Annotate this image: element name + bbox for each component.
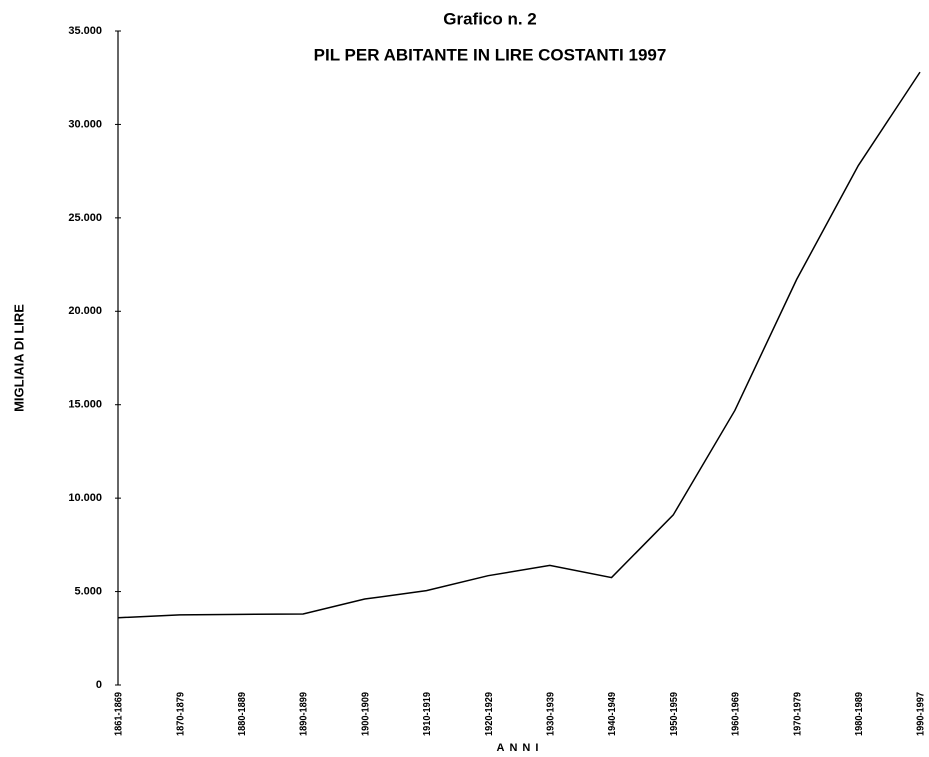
x-tick-label: 1980-1989 <box>854 692 865 736</box>
x-tick-label: 1880-1889 <box>237 692 248 736</box>
y-tick-label: 25.000 <box>68 212 102 224</box>
x-axis-label: ANNI <box>497 742 544 754</box>
x-tick-label: 1950-1959 <box>669 692 680 736</box>
chart-title: Grafico n. 2 <box>443 9 537 28</box>
x-tick-label: 1960-1969 <box>731 692 742 736</box>
y-axis-label: MIGLIAIA DI LIRE <box>11 304 26 412</box>
y-tick-label: 5.000 <box>74 585 102 597</box>
y-tick-label: 0 <box>96 679 102 691</box>
x-tick-label: 1940-1949 <box>607 692 618 736</box>
x-tick-label: 1930-1939 <box>545 692 556 736</box>
line <box>117 71 921 619</box>
chart-subtitle: PIL PER ABITANTE IN LIRE COSTANTI 1997 <box>314 45 667 64</box>
x-tick-label: 1861-1869 <box>114 692 125 736</box>
x-tick-label: 1900-1909 <box>360 692 371 736</box>
y-tick-label: 35.000 <box>68 25 102 37</box>
x-tick-label: 1910-1919 <box>422 692 433 736</box>
x-tick-label: 1990-1997 <box>916 692 927 736</box>
x-tick-label: 1920-1929 <box>484 692 495 736</box>
y-tick-label: 15.000 <box>68 399 102 411</box>
x-tick-label: 1970-1979 <box>792 692 803 736</box>
y-tick-label: 20.000 <box>68 305 102 317</box>
y-tick-label: 30.000 <box>68 118 102 130</box>
y-tick-label: 10.000 <box>68 492 102 504</box>
x-tick-label: 1890-1899 <box>299 692 310 736</box>
x-tick-label: 1870-1879 <box>175 692 186 736</box>
